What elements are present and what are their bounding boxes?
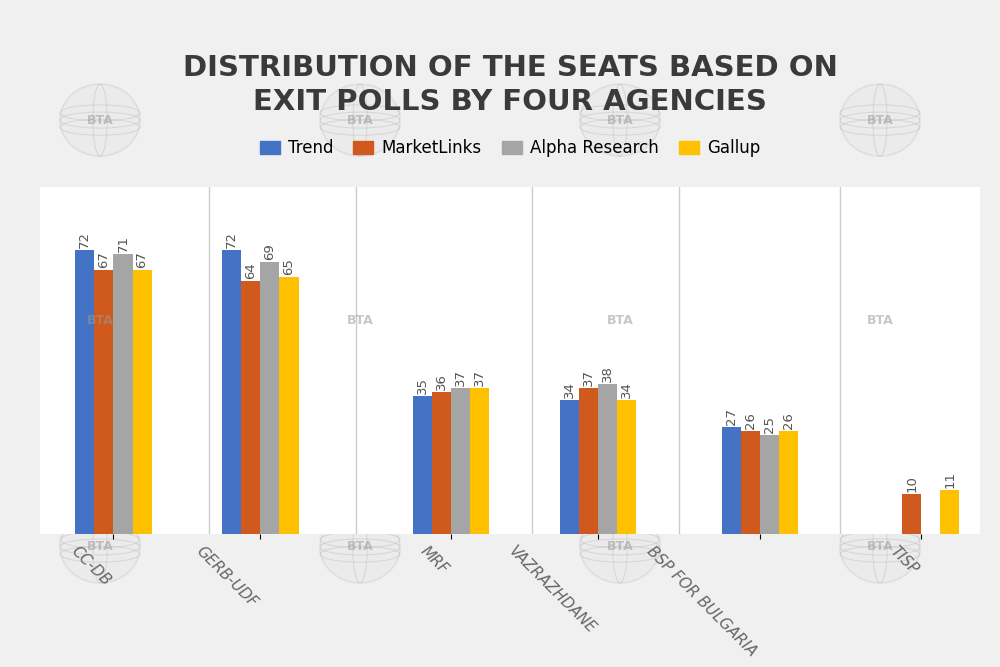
Text: 38: 38: [601, 365, 614, 382]
Legend: Trend, MarketLinks, Alpha Research, Gallup: Trend, MarketLinks, Alpha Research, Gall…: [253, 133, 767, 164]
Bar: [470, 388, 489, 534]
Bar: [779, 431, 798, 534]
Text: 72: 72: [225, 231, 238, 248]
Text: BTA: BTA: [607, 313, 633, 327]
Bar: [75, 250, 94, 534]
Text: 37: 37: [454, 369, 467, 386]
Text: 37: 37: [582, 369, 595, 386]
Text: BTA: BTA: [347, 313, 373, 327]
Bar: [94, 269, 113, 534]
Bar: [241, 281, 260, 534]
Bar: [579, 388, 598, 534]
Text: 71: 71: [116, 235, 129, 251]
Bar: [279, 277, 298, 534]
Bar: [940, 490, 959, 534]
Bar: [722, 427, 741, 534]
Text: 69: 69: [263, 243, 276, 259]
Bar: [113, 253, 133, 534]
Text: BTA: BTA: [607, 540, 633, 554]
Bar: [598, 384, 617, 534]
Text: BTA: BTA: [347, 540, 373, 554]
Text: 34: 34: [563, 381, 576, 398]
Text: 11: 11: [943, 472, 956, 488]
Bar: [260, 261, 279, 534]
Text: BTA: BTA: [87, 540, 113, 554]
Text: 26: 26: [782, 412, 795, 429]
Text: BTA: BTA: [867, 540, 893, 554]
Text: BTA: BTA: [867, 313, 893, 327]
Text: 64: 64: [244, 263, 257, 279]
Text: 10: 10: [905, 476, 918, 492]
Text: BTA: BTA: [87, 313, 113, 327]
Bar: [222, 250, 241, 534]
Text: 36: 36: [435, 373, 448, 390]
Bar: [741, 431, 760, 534]
Bar: [413, 396, 432, 534]
Text: 72: 72: [78, 231, 91, 248]
Bar: [760, 435, 779, 534]
Text: 65: 65: [282, 259, 295, 275]
Text: 67: 67: [136, 251, 149, 267]
Text: BTA: BTA: [87, 113, 113, 127]
Text: 27: 27: [725, 408, 738, 426]
Bar: [902, 494, 921, 534]
Text: 34: 34: [620, 381, 633, 398]
Text: 25: 25: [763, 416, 776, 433]
Text: 37: 37: [473, 369, 486, 386]
Text: BTA: BTA: [347, 113, 373, 127]
Bar: [617, 400, 636, 534]
Bar: [133, 269, 152, 534]
Bar: [451, 388, 470, 534]
Text: 26: 26: [744, 412, 757, 429]
Text: BTA: BTA: [607, 113, 633, 127]
Title: DISTRIBUTION OF THE SEATS BASED ON
EXIT POLLS BY FOUR AGENCIES: DISTRIBUTION OF THE SEATS BASED ON EXIT …: [183, 54, 837, 116]
Bar: [560, 400, 579, 534]
Text: 67: 67: [97, 251, 110, 267]
Text: 35: 35: [416, 377, 429, 394]
Text: BTA: BTA: [867, 113, 893, 127]
Bar: [432, 392, 451, 534]
